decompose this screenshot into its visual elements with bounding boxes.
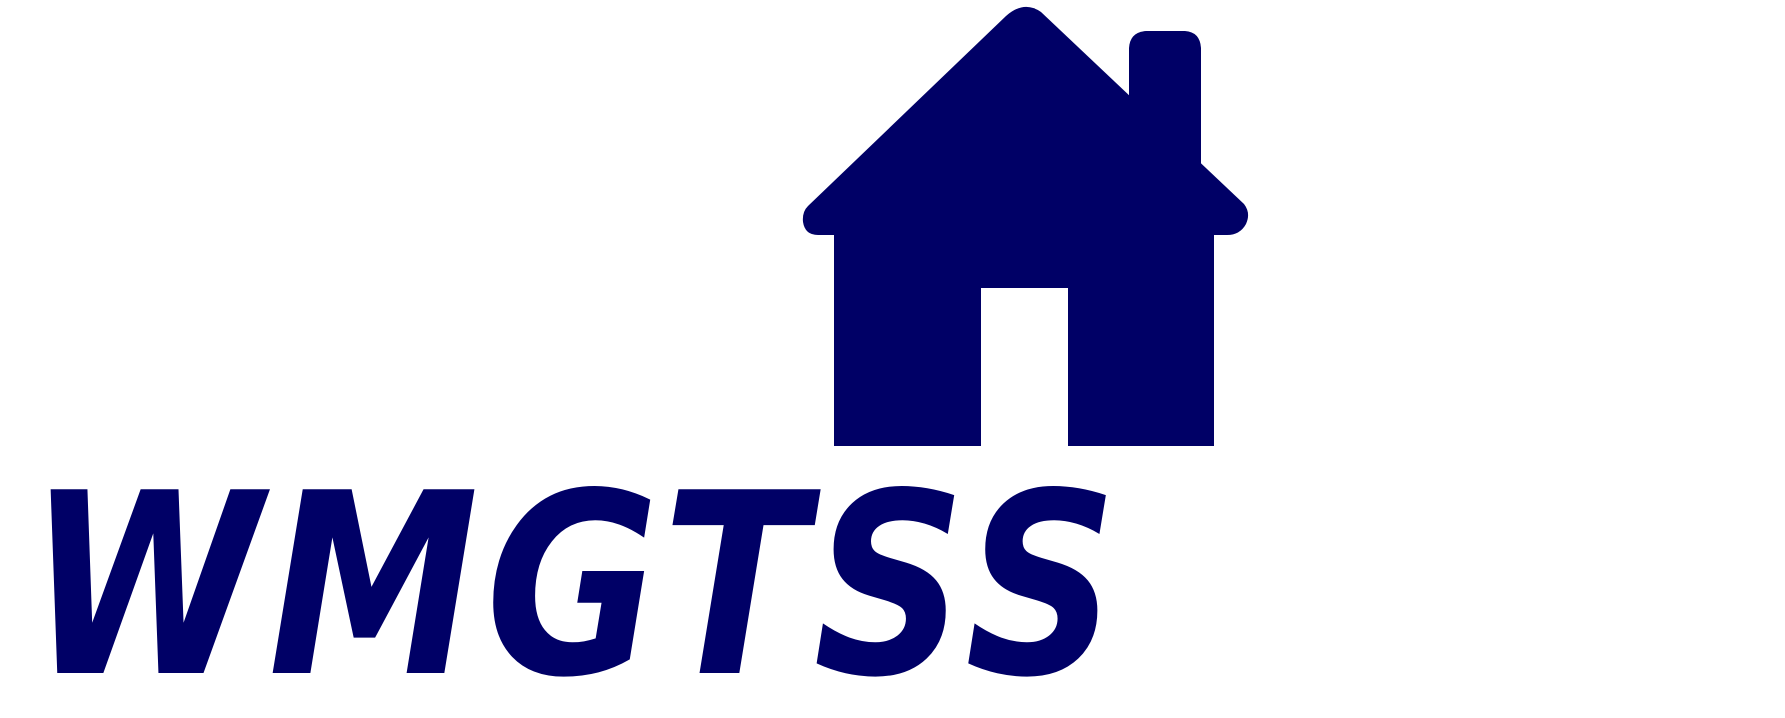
wordmark-text: WMGTSS	[28, 440, 1125, 718]
house-chimney	[1129, 31, 1201, 170]
house-door	[981, 288, 1068, 448]
house-roof	[802, 6, 1249, 235]
